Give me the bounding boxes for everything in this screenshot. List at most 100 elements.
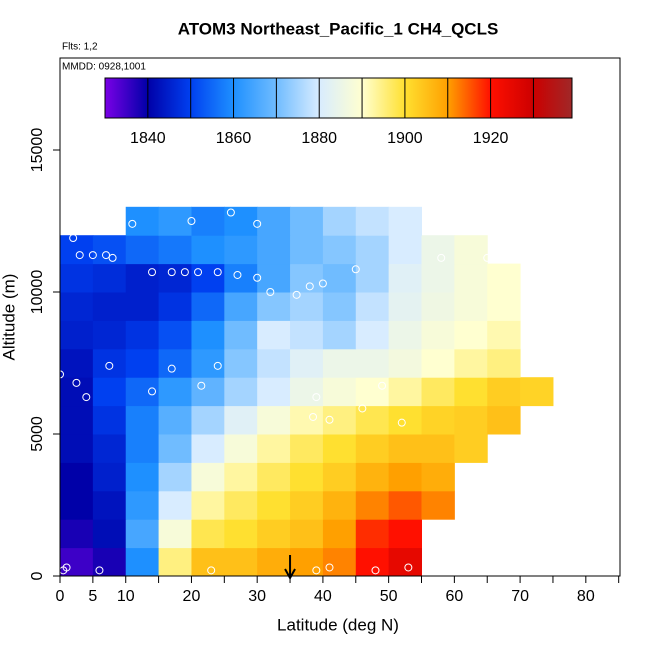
y-tick-label: 10000 [29,270,46,315]
heat-cell [92,292,127,321]
heat-cell [191,462,225,492]
heat-cell [290,292,324,321]
heat-cell [92,434,127,463]
sample-point [378,381,387,390]
x-tick-label: 60 [445,588,463,605]
heat-cell [355,519,390,549]
heat-cell [290,462,324,492]
heat-cell [224,206,258,236]
heat-cell [322,348,357,378]
heat-cell [191,348,225,378]
heat-cell [224,235,258,265]
x-tick-label: 40 [314,588,332,605]
heat-cell [487,348,521,378]
heat-cell [224,348,258,378]
colorbar-tick-label: 1840 [130,130,166,147]
sample-point [318,279,327,288]
heat-cell [125,292,160,321]
y-tick-label: 0 [29,571,46,580]
heat-cell [355,348,390,378]
sample-point [483,253,492,262]
heat-cell [158,519,192,549]
heat-cell [191,519,225,549]
heat-cell [388,434,423,463]
heat-cell [92,519,127,549]
x-tick-label: 0 [56,588,65,605]
heat-cell [257,547,291,577]
heat-cell [158,547,192,577]
heat-cell [191,292,225,321]
heat-cell [388,348,423,378]
heat-cell [191,377,225,407]
heat-cell [224,377,258,407]
heat-cell [388,377,423,407]
heat-cell [290,235,324,265]
heat-cell [487,320,521,350]
x-tick-label: 50 [380,588,398,605]
colorbar [104,77,573,119]
sample-point [108,253,117,262]
x-tick-label: 10 [117,588,135,605]
heat-cell [191,235,225,265]
sample-point [397,418,406,427]
heat-cell [191,320,225,350]
sample-point [213,361,222,370]
sample-point [253,273,262,282]
heat-cell [60,377,94,407]
heat-cell [158,462,192,492]
heat-cell [92,405,127,435]
sample-point [62,563,71,572]
heat-cell [257,490,291,520]
heat-cell [290,519,324,549]
sample-point [312,393,321,402]
sample-point [371,566,380,575]
heat-cell [290,320,324,350]
heat-cell [388,292,423,321]
heat-cell [290,405,324,435]
sample-point [233,270,242,279]
heat-cell [158,377,192,407]
heat-cell [191,405,225,435]
heat-cell [257,263,291,293]
heat-cell [60,263,94,293]
heat-cell [191,263,225,293]
heat-cell [454,348,488,378]
heat-cell [421,377,455,407]
heat-cell [355,490,390,520]
heat-cell [388,263,423,293]
heat-cell [158,348,192,378]
heat-cell [125,320,160,350]
heat-cell [92,263,127,293]
heat-cell [487,377,521,407]
heat-cell [421,292,455,321]
heat-cell [224,434,258,463]
heat-cell [388,405,423,435]
heat-cell [92,348,127,378]
heat-cell [355,434,390,463]
sample-point [95,566,104,575]
heat-cell [60,235,94,265]
sample-point [197,381,206,390]
plot-frame [59,57,621,577]
heat-cell [60,434,94,463]
sample-point [88,251,97,260]
heat-cell [224,405,258,435]
annotation: Flts: 1,2 [62,42,98,53]
heat-cell [355,263,390,293]
heat-cell [421,348,455,378]
heat-cell [388,547,423,577]
heat-cell [125,490,160,520]
heat-cell [125,405,160,435]
heat-cell [322,263,357,293]
colorbar-tick-label: 1860 [216,130,252,147]
sample-point [187,217,196,226]
heat-cell [224,547,258,577]
heat-cell [388,320,423,350]
heat-cell [92,462,127,492]
sample-point [180,268,189,277]
heat-cell [158,434,192,463]
x-tick-label: 20 [183,588,201,605]
sample-point [128,219,137,228]
sample-point [358,404,367,413]
